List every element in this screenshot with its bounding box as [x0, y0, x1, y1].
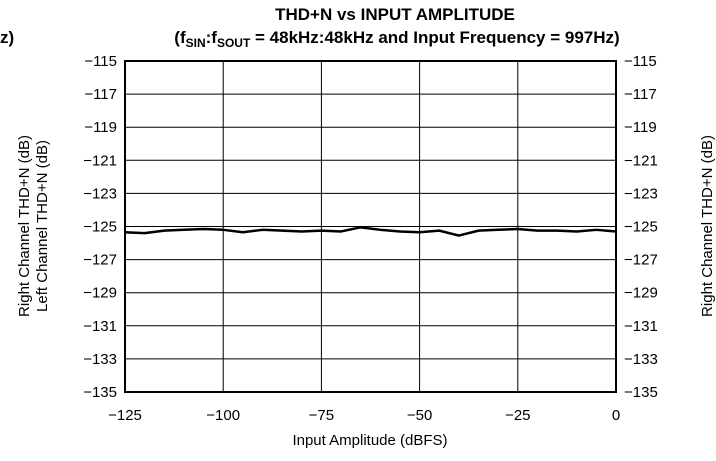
y-tick-label-right: −131: [624, 318, 658, 335]
x-tick-label: −100: [206, 407, 240, 424]
y-tick-label-right: −133: [624, 351, 658, 368]
y-tick-label-left: −133: [83, 351, 117, 368]
subtitle-prefix: (f: [174, 28, 186, 47]
y-tick-label-right: −135: [624, 384, 658, 401]
x-axis-label: Input Amplitude (dBFS): [292, 432, 447, 449]
y-tick-label-left: −125: [83, 219, 117, 236]
clipped-left-title-fragment: z): [0, 28, 14, 47]
y-tick-label-right: −127: [624, 252, 658, 269]
y-tick-label-right: −125: [624, 219, 658, 236]
y-tick-label-left: −131: [83, 318, 117, 335]
y-tick-label-right: −117: [624, 86, 657, 103]
y-tick-label-left: −129: [83, 285, 117, 302]
subtitle-sub1: SIN: [186, 36, 206, 50]
grid: [124, 60, 617, 393]
y-axis-left-ticks: −115 −117 −119 −121 −123 −125 −127 −129 −131 −133…: [83, 53, 117, 401]
y-tick-label-left: −121: [83, 152, 117, 169]
y-axis-left-label-inner: Left Channel THD+N (dB): [34, 140, 51, 312]
y-tick-label-left: −135: [83, 384, 117, 401]
x-axis-ticks: −125 −100 −75 −50 −25 0: [108, 407, 620, 424]
y-tick-label-right: −123: [624, 185, 658, 202]
y-axis-right-ticks: −115 −117 −119 −121 −123 −125 −127 −129 −131 −133…: [624, 53, 658, 401]
series-layer: [124, 226, 617, 237]
y-axis-left-label-outer: Right Channel THD+N (dB): [16, 135, 33, 317]
y-tick-label-right: −115: [624, 53, 657, 70]
y-tick-label-right: −129: [624, 285, 658, 302]
x-tick-label: 0: [612, 407, 620, 424]
y-tick-label-left: −123: [83, 185, 117, 202]
subtitle-mid: :f: [206, 28, 218, 47]
x-tick-label: −25: [505, 407, 530, 424]
subtitle-suffix: = 48kHz:48kHz and Input Frequency = 997H…: [250, 28, 619, 47]
x-tick-label: −50: [407, 407, 432, 424]
chart-subtitle: (fSIN:fSOUT = 48kHz:48kHz and Input Freq…: [174, 28, 619, 50]
y-tick-label-left: −127: [83, 252, 117, 269]
subtitle-sub2: SOUT: [217, 36, 251, 50]
series-line-0: [124, 226, 617, 237]
x-tick-label: −75: [309, 407, 334, 424]
x-tick-label: −125: [108, 407, 142, 424]
y-tick-label-left: −117: [84, 86, 117, 103]
y-tick-label-right: −121: [624, 152, 658, 169]
y-tick-label-right: −119: [624, 119, 657, 136]
plot-frame: [124, 60, 617, 393]
y-tick-label-left: −119: [84, 119, 117, 136]
chart-title: THD+N vs INPUT AMPLITUDE: [275, 5, 515, 24]
y-tick-label-left: −115: [84, 53, 117, 70]
y-axis-right-label: Right Channel THD+N (dB): [699, 135, 716, 317]
